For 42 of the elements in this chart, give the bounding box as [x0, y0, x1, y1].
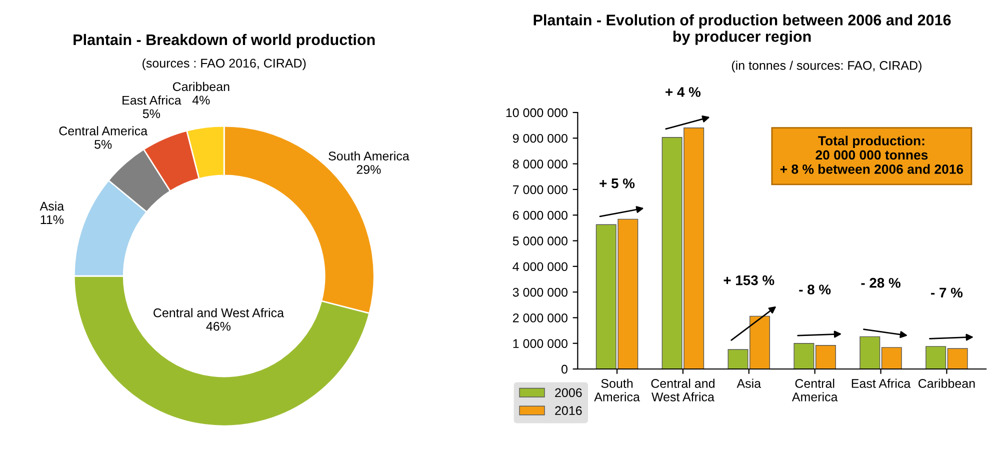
y-tick-label: 3 000 000 [512, 288, 568, 297]
data-label: 46% [206, 322, 231, 331]
y-tick-label: 4 000 000 [512, 262, 568, 272]
annotation: + 153 % [724, 275, 774, 286]
slice-label: Asia [40, 201, 64, 211]
chart-subtitle: (sources : FAO 2016, CIRAD) [142, 58, 306, 70]
x-tick-label: South America [594, 378, 640, 402]
data-label: 29% [356, 165, 381, 174]
text: + 4 % [666, 87, 701, 97]
slice-label: Central America [59, 126, 148, 136]
y-tick-label: 6 000 000 [512, 210, 568, 220]
y-tick-label: 2 000 000 [512, 314, 568, 322]
annotation: - 7 % [931, 288, 963, 298]
legend-label: 2016 [555, 406, 582, 416]
y-tick-label: 1 000 000 [513, 339, 568, 348]
y-tick-label: 10 000 000 [506, 108, 568, 118]
slice-label: Central and West Africa [154, 308, 284, 318]
x-tick-label: East Africa [852, 378, 911, 388]
x-tick-label: Central and West Africa [651, 378, 714, 402]
slice-label: East Africa [122, 95, 182, 105]
legend-label: 2006 [555, 388, 582, 398]
y-tick-label: 0 [561, 364, 568, 374]
annotation: - 8 % [799, 284, 831, 294]
x-tick-label: Central America [792, 378, 838, 402]
chart-title: Plantain - Evolution of production between 2006 and 2016 by producer region [534, 14, 951, 45]
y-tick-label: 9 000 000 [512, 134, 568, 143]
x-tick-label: Caribbean [918, 378, 975, 388]
data-label: 11% [40, 215, 64, 224]
annotation: Total production: 20 000 000 tonnes + 8 % between 2006 and 2016 [780, 136, 964, 174]
slice-label: Caribbean [172, 82, 230, 92]
data-label: 5% [94, 140, 112, 149]
data-label: 4% [192, 96, 210, 104]
slice-label: South America [328, 151, 410, 160]
chart-title: Plantain - Breakdown of world production [74, 34, 375, 48]
y-tick-label: 5 000 000 [512, 236, 568, 246]
data-label: 5% [142, 109, 160, 118]
annotation: - 28 % [861, 278, 900, 288]
annotation: + 5 % [600, 178, 635, 188]
chart-subtitle: (in tonnes / sources: FAO, CIRAD) [732, 60, 922, 72]
x-tick-label: Asia [736, 378, 762, 388]
y-tick-label: 7 000 000 [512, 185, 568, 194]
y-tick-label: 8 000 000 [512, 160, 568, 168]
